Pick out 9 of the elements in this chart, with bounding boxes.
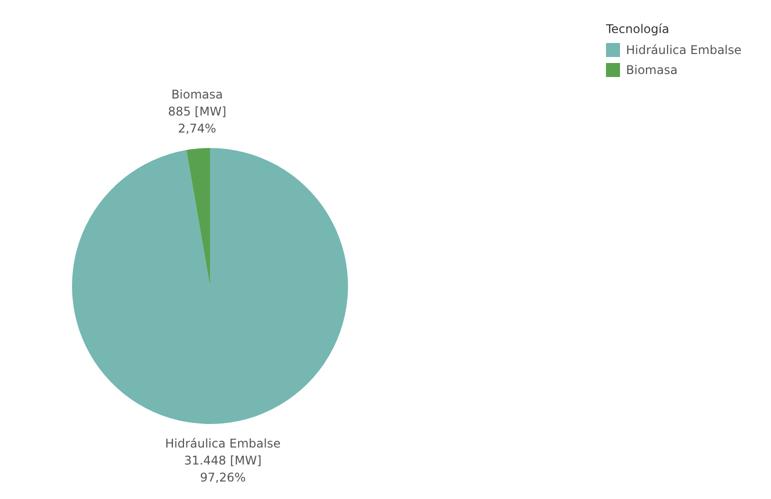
slice-label: Biomasa	[171, 88, 223, 102]
pie-slice	[186, 148, 210, 286]
data-label: 885 [MW] 2,74%	[168, 104, 226, 136]
pie-slice	[72, 148, 348, 424]
legend-label: Hidráulica Embalse	[626, 43, 742, 57]
slice-label: Hidráulica Embalse	[165, 436, 281, 450]
legend-label: Biomasa	[626, 63, 678, 77]
legend-title: Tecnología	[605, 22, 670, 36]
data-label: 31.448 [MW] 97,26%	[184, 453, 262, 484]
